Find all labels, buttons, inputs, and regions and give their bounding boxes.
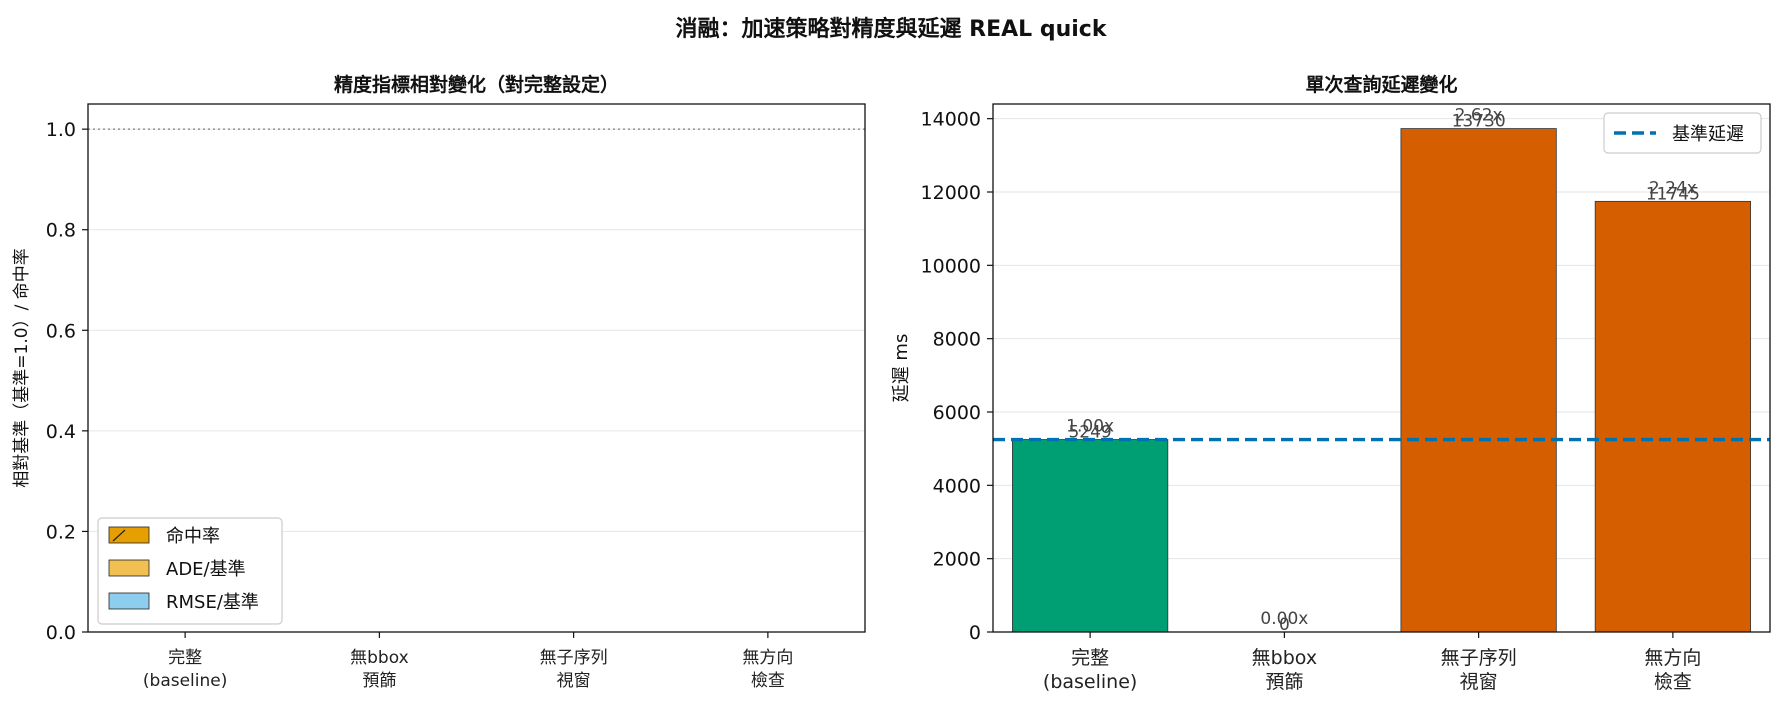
y-tick-label: 0.2 bbox=[46, 521, 76, 543]
y-tick-label: 0.0 bbox=[46, 622, 76, 644]
bar bbox=[1012, 439, 1169, 633]
x-tick-label: 無方向檢查 bbox=[1644, 647, 1701, 693]
bar-value-label: 11745 bbox=[1646, 184, 1700, 204]
x-tick-label-line: 視窗 bbox=[1460, 671, 1498, 693]
y-tick-label: 0.4 bbox=[46, 421, 76, 443]
y-tick-label: 10000 bbox=[921, 255, 981, 277]
y-tick-label: 8000 bbox=[933, 329, 981, 351]
y-axis-label: 相對基準（基準=1.0）/ 命中率 bbox=[12, 248, 32, 487]
bar-value-label: 13730 bbox=[1452, 112, 1506, 132]
y-tick-label: 2000 bbox=[933, 549, 981, 571]
bar bbox=[1594, 200, 1751, 633]
y-tick-label: 0.8 bbox=[46, 220, 76, 242]
figure-title: 消融：加速策略對精度與延遲 REAL quick bbox=[676, 16, 1108, 42]
y-tick-label: 6000 bbox=[933, 402, 981, 424]
x-tick-label-line: 檢查 bbox=[1654, 671, 1692, 693]
x-tick-label-line: 無方向 bbox=[1644, 647, 1701, 669]
legend-label: 基準延遲 bbox=[1672, 124, 1744, 145]
x-tick-label-line: 視窗 bbox=[557, 671, 591, 691]
legend-box bbox=[1603, 112, 1762, 154]
legend-label: 命中率 bbox=[166, 526, 220, 547]
legend-swatch bbox=[108, 526, 150, 544]
y-tick-label: 4000 bbox=[933, 475, 981, 497]
plot-frame bbox=[87, 103, 866, 633]
x-tick-label-line: (baseline) bbox=[143, 671, 227, 691]
x-tick-label-line: 檢查 bbox=[751, 671, 785, 691]
legend-label: ADE/基準 bbox=[166, 559, 246, 580]
bar-ratio-label: 2.62x bbox=[1455, 106, 1503, 126]
x-tick-label-line: 無bbox bbox=[350, 648, 409, 668]
x-tick-label-line: 完整 bbox=[168, 648, 202, 668]
x-tick-label-line: 完整 bbox=[1071, 647, 1109, 669]
legend-swatch bbox=[108, 592, 150, 610]
x-tick-label: 無bbox 預篩 bbox=[350, 648, 409, 691]
chart-title: 精度指標相對變化（對完整設定） bbox=[334, 73, 619, 96]
x-tick-label-line: (baseline) bbox=[1043, 671, 1137, 693]
legend: 基準延遲 bbox=[1603, 112, 1762, 154]
y-tick-label: 12000 bbox=[921, 182, 981, 204]
bar-ratio-label: 2.24x bbox=[1649, 178, 1697, 198]
x-tick-label-line: 預篩 bbox=[1265, 671, 1303, 693]
y-tick-label: 14000 bbox=[921, 109, 981, 131]
latency-chart: 52491.00x00.00x137302.62x117452.24x02000… bbox=[891, 73, 1771, 693]
x-tick-label: 無bbox 預篩 bbox=[1252, 647, 1317, 693]
y-tick-label: 0.6 bbox=[46, 320, 76, 342]
legend-label: RMSE/基準 bbox=[166, 592, 259, 613]
y-axis-label: 延遲 ms bbox=[891, 334, 912, 403]
chart-title: 單次查詢延遲變化 bbox=[1305, 73, 1457, 96]
x-tick-label: 無方向檢查 bbox=[742, 648, 793, 691]
legend: 命中率 ADE/基準 RMSE/基準 bbox=[97, 517, 283, 625]
bar-ratio-label: 1.00x bbox=[1066, 417, 1114, 437]
y-tick-label: 1.0 bbox=[46, 119, 76, 141]
x-tick-label-line: 無子序列 bbox=[540, 648, 608, 668]
x-tick-label-line: 無方向 bbox=[742, 648, 793, 668]
x-tick-label-line: 預篩 bbox=[362, 671, 396, 691]
x-tick-label: 完整 (baseline) bbox=[143, 648, 227, 691]
bar-value-label: 0 bbox=[1279, 615, 1290, 635]
bar-ratio-label: 0.00x bbox=[1260, 609, 1308, 629]
legend-swatch bbox=[108, 559, 150, 577]
bar-value-label: 5249 bbox=[1068, 423, 1111, 443]
x-tick-label-line: 無子序列 bbox=[1441, 647, 1517, 669]
legend-hatch bbox=[112, 529, 126, 542]
x-tick-label: 無子序列視窗 bbox=[540, 648, 608, 691]
bar bbox=[1400, 128, 1557, 633]
plot-frame bbox=[992, 103, 1771, 633]
y-tick-label: 0 bbox=[969, 622, 981, 644]
accuracy-chart: 0.0 0.2 0.4 0.6 0.8 1.0 完整 (baseline) 無bbox 預篩 無子序… bbox=[12, 73, 866, 691]
x-tick-label: 無子序列視窗 bbox=[1441, 647, 1517, 693]
x-tick-label: 完整(baseline) bbox=[1043, 647, 1137, 693]
x-tick-label-line: 無bbox bbox=[1252, 647, 1317, 669]
